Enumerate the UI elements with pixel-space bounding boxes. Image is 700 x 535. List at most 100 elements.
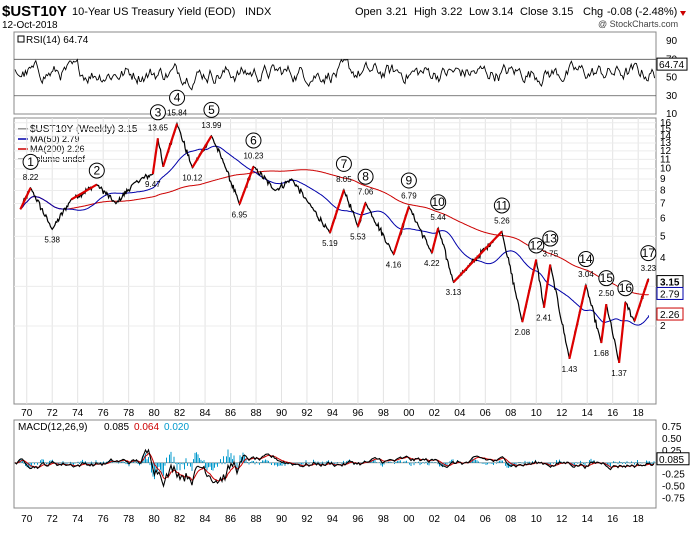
open-value: 3.21	[386, 6, 407, 18]
wave-segment	[151, 138, 160, 175]
price-value-tag	[656, 286, 684, 300]
wave-segment	[430, 227, 440, 254]
open-label: Open	[355, 6, 382, 18]
wave-number-label: 1	[27, 155, 34, 169]
price-y-tick-label: 14	[660, 131, 672, 142]
macd-x-tick-label: 90	[276, 514, 288, 525]
macd-y-tick-label: 0.25	[662, 446, 682, 457]
price-point-label: 2.50	[599, 289, 615, 298]
rsi-y-tick-label: 30	[666, 91, 678, 102]
price-point-label: 3.23	[641, 264, 657, 273]
price-point-label: 6.95	[232, 210, 248, 219]
macd-x-tick-label: 78	[123, 514, 135, 525]
wave-segment	[617, 302, 627, 364]
wave-number-circle	[22, 153, 39, 170]
wave-number-circle	[357, 168, 374, 185]
wave-segment	[452, 230, 503, 283]
grid-layer: 7070727274747676787880808282848486868888…	[14, 36, 685, 525]
wave-number-circle	[542, 230, 559, 247]
price-point-label: 13.65	[148, 123, 169, 132]
macd-x-tick-label: 10	[531, 514, 543, 525]
wave-number-label: 14	[579, 252, 593, 266]
macd-x-tick-label: 82	[174, 514, 186, 525]
wave-number-circle	[88, 162, 105, 179]
wave-segment	[191, 135, 213, 169]
macd-x-tick-label: 02	[429, 514, 441, 525]
wave-segment	[238, 166, 255, 205]
macd-x-tick-label: 96	[352, 514, 364, 525]
wave-number-label: 5	[208, 103, 215, 117]
price-point-label: 5.26	[494, 216, 510, 225]
macd-legend-hist: 0.020	[164, 422, 189, 433]
macd-legend: MACD(12,26,9) 0.085 0.064 0.020	[18, 422, 189, 433]
wave-segment	[356, 202, 367, 227]
chart-date: 12-Oct-2018	[2, 20, 58, 31]
wave-segment	[19, 187, 32, 210]
macd-x-tick-label: 18	[633, 514, 645, 525]
wave-number-circle	[617, 280, 634, 297]
price-value-tag-text: 2.26	[660, 310, 680, 321]
macd-x-tick-label: 12	[556, 514, 568, 525]
wave-number-label: 15	[600, 271, 614, 285]
price-y-tick-label: 7	[660, 199, 666, 210]
price-point-label: 3.04	[578, 270, 594, 279]
price-point-label: 6.79	[401, 192, 417, 201]
wave-number-label: 2	[93, 164, 100, 178]
series-layer	[14, 58, 656, 488]
price-point-label: 2.08	[514, 328, 530, 337]
price-point-label: 5.19	[322, 239, 338, 248]
high-value: 3.22	[441, 6, 462, 18]
price-point-label: 15.84	[167, 109, 188, 118]
macd-value-tag-text: 0.085	[659, 455, 684, 466]
price-x-tick-label: 84	[200, 408, 212, 419]
price-x-tick-label: 76	[98, 408, 110, 419]
wave-number-circle	[203, 101, 220, 118]
watermark-logo: @ StockCharts.com	[598, 19, 678, 29]
price-x-tick-label: 72	[47, 408, 59, 419]
price-x-tick-label: 04	[454, 408, 466, 419]
price-value-tag-text: 3.15	[660, 278, 680, 289]
macd-x-tick-label: 00	[403, 514, 415, 525]
price-point-label: 8.22	[23, 173, 39, 182]
price-x-tick-label: 82	[174, 408, 186, 419]
low-value: 3.14	[492, 6, 513, 18]
wave-number-circle	[598, 270, 615, 287]
price-x-tick-label: 00	[403, 408, 415, 419]
wave-number-label: 7	[341, 157, 348, 171]
price-y-tick-label: 8	[660, 186, 666, 197]
wave-segment	[328, 189, 345, 234]
wave-number-circle	[493, 197, 510, 214]
wave-number-circle	[640, 245, 657, 262]
exchange-label: INDX	[245, 6, 272, 18]
close-value: 3.15	[552, 6, 573, 18]
price-point-label: 3.13	[446, 288, 462, 297]
close-label: Close	[520, 6, 548, 18]
macd-signal-line	[14, 453, 655, 482]
price-y-tick-label: 9	[660, 174, 666, 185]
price-y-tick-label: 2	[660, 321, 666, 332]
wave-segment	[161, 123, 179, 168]
price-value-tag	[656, 307, 684, 321]
macd-line	[14, 448, 655, 488]
macd-x-tick-label: 70	[21, 514, 33, 525]
wave-number-label: 3	[155, 105, 162, 119]
macd-x-tick-label: 76	[98, 514, 110, 525]
rsi-y-tick-label: 50	[666, 73, 678, 84]
wave-number-label: 13	[544, 232, 558, 246]
macd-y-tick-label: -0.75	[662, 493, 685, 504]
macd-legend-macd: 0.085	[104, 422, 129, 433]
macd-y-tick-label: -0.50	[662, 482, 685, 493]
macd-x-tick-label: 74	[72, 514, 84, 525]
macd-x-tick-label: 14	[582, 514, 594, 525]
price-point-label: 10.23	[243, 151, 264, 160]
price-x-tick-label: 90	[276, 408, 288, 419]
price-y-tick-label: 5	[660, 231, 666, 242]
low-label: Low	[469, 6, 489, 18]
price-y-tick-label: 15	[660, 124, 672, 135]
price-point-label: 2.41	[536, 314, 552, 323]
price-x-tick-label: 86	[225, 408, 237, 419]
price-legend-item: MA(50) 2.79	[30, 134, 80, 144]
macd-legend-signal: 0.064	[134, 422, 159, 433]
wave-number-label: 4	[174, 91, 181, 105]
price-value-tag-text: 2.79	[660, 289, 680, 300]
